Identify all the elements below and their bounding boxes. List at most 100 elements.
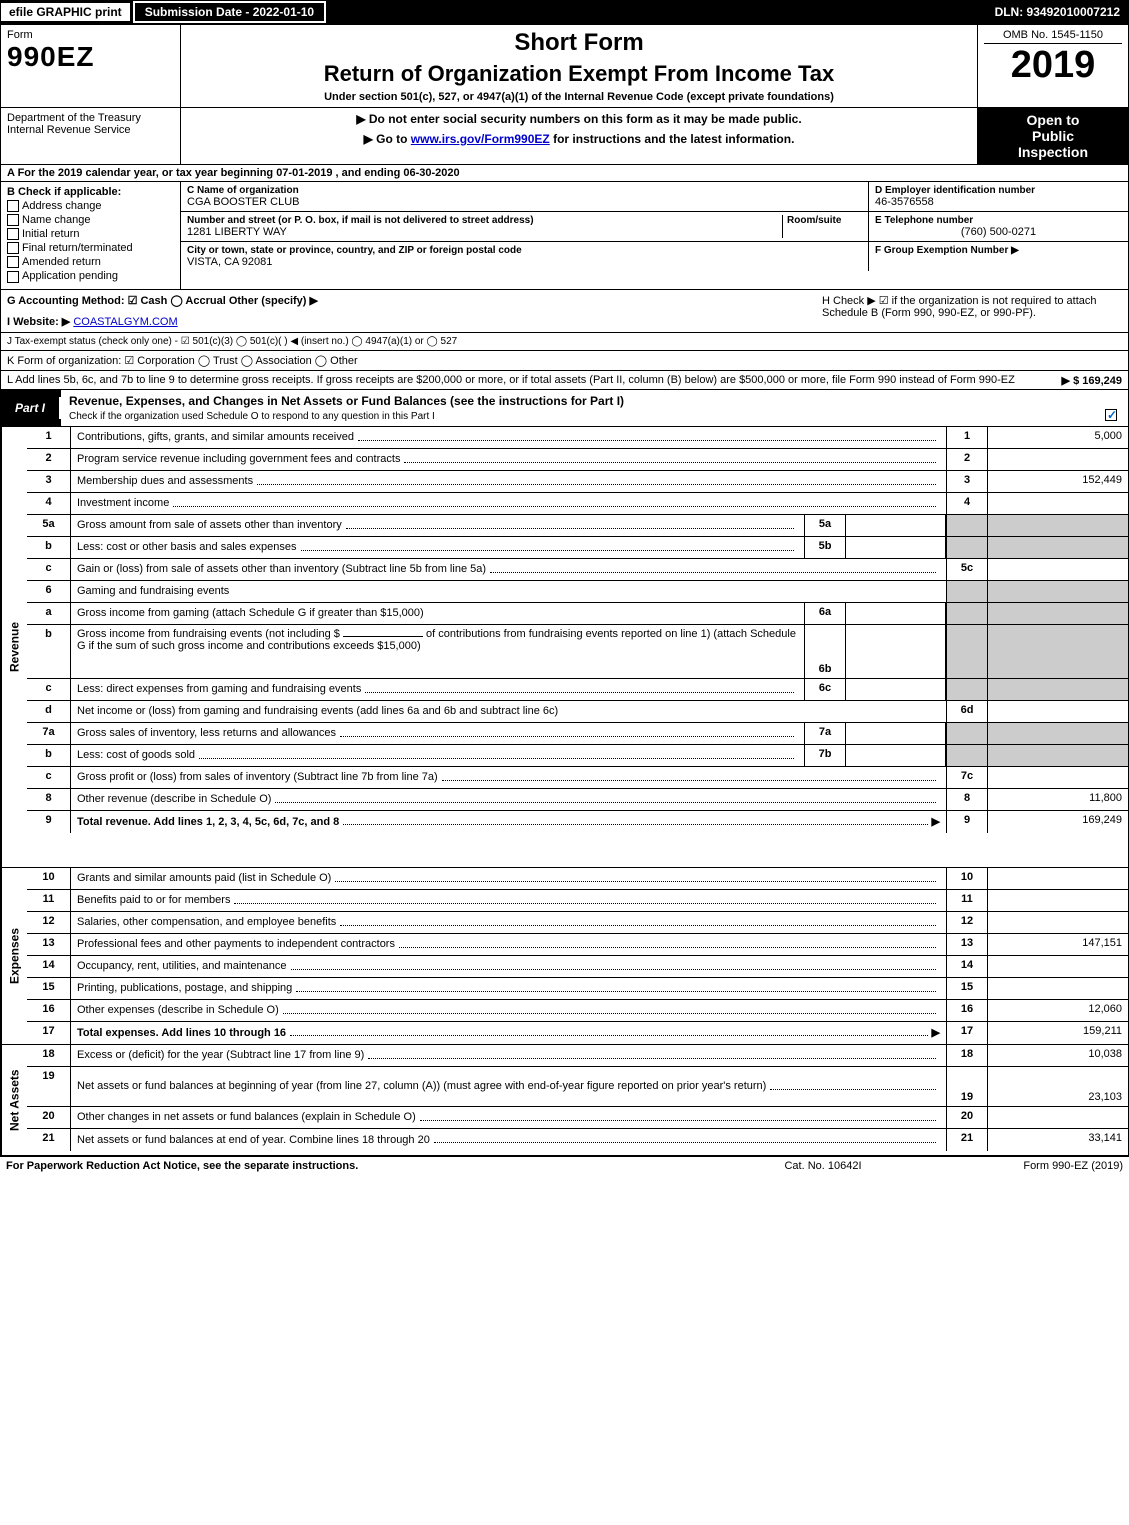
goto-line: ▶ Go to www.irs.gov/Form990EZ for instru… xyxy=(187,132,971,146)
section-h: H Check ▶ ☑ if the organization is not r… xyxy=(822,294,1122,328)
col-b-head: B Check if applicable: xyxy=(7,186,174,198)
check-application-pending[interactable]: Application pending xyxy=(7,270,174,282)
row-15: 15Printing, publications, postage, and s… xyxy=(27,978,1128,1000)
value-6d xyxy=(988,701,1128,722)
form-header: Form 990EZ Short Form Return of Organiza… xyxy=(0,24,1129,108)
row-7a: 7aGross sales of inventory, less returns… xyxy=(27,723,1128,745)
value-18: 10,038 xyxy=(988,1045,1128,1066)
top-bar: efile GRAPHIC print Submission Date - 20… xyxy=(0,0,1129,24)
line-a: A For the 2019 calendar year, or tax yea… xyxy=(0,165,1129,182)
value-12 xyxy=(988,912,1128,933)
form-label: Form xyxy=(7,29,174,41)
f-group-label: F Group Exemption Number ▶ xyxy=(875,245,1122,256)
row-6: 6Gaming and fundraising events xyxy=(27,581,1128,603)
expenses-side-label: Expenses xyxy=(1,868,27,1044)
accounting-method: G Accounting Method: ☑ Cash ◯ Accrual Ot… xyxy=(7,294,822,307)
row-7b: bLess: cost of goods sold7b xyxy=(27,745,1128,767)
value-7c xyxy=(988,767,1128,788)
part-1-tab: Part I xyxy=(1,397,61,419)
value-13: 147,151 xyxy=(988,934,1128,955)
part-1-header: Part I Revenue, Expenses, and Changes in… xyxy=(0,390,1129,427)
c-name-label: C Name of organization xyxy=(187,185,862,196)
efile-label[interactable]: efile GRAPHIC print xyxy=(1,3,132,21)
part-1-grid: Revenue 1Contributions, gifts, grants, a… xyxy=(0,427,1129,1156)
tax-year: 2019 xyxy=(984,44,1122,87)
section-k: K Form of organization: ☑ Corporation ◯ … xyxy=(0,351,1129,371)
form-number: 990EZ xyxy=(7,41,174,73)
d-ein-label: D Employer identification number xyxy=(875,185,1122,196)
value-9: 169,249 xyxy=(988,811,1128,833)
under-section: Under section 501(c), 527, or 4947(a)(1)… xyxy=(187,91,971,103)
department: Department of the Treasury Internal Reve… xyxy=(1,108,181,164)
row-6b: bGross income from fundraising events (n… xyxy=(27,625,1128,679)
row-14: 14Occupancy, rent, utilities, and mainte… xyxy=(27,956,1128,978)
room-label: Room/suite xyxy=(787,215,862,226)
ssn-warning: ▶ Do not enter social security numbers o… xyxy=(187,112,971,126)
row-9: 9Total revenue. Add lines 1, 2, 3, 4, 5c… xyxy=(27,811,1128,833)
value-20 xyxy=(988,1107,1128,1128)
row-1: 1Contributions, gifts, grants, and simil… xyxy=(27,427,1128,449)
row-6c: cLess: direct expenses from gaming and f… xyxy=(27,679,1128,701)
header-row-2: Department of the Treasury Internal Reve… xyxy=(0,108,1129,165)
check-final-return[interactable]: Final return/terminated xyxy=(7,242,174,254)
city-label: City or town, state or province, country… xyxy=(187,245,862,256)
e-phone-label: E Telephone number xyxy=(875,215,1122,226)
website-link[interactable]: COASTALGYM.COM xyxy=(73,316,177,328)
row-21: 21Net assets or fund balances at end of … xyxy=(27,1129,1128,1151)
check-amended-return[interactable]: Amended return xyxy=(7,256,174,268)
row-16: 16Other expenses (describe in Schedule O… xyxy=(27,1000,1128,1022)
section-gh: G Accounting Method: ☑ Cash ◯ Accrual Ot… xyxy=(0,290,1129,333)
row-13: 13Professional fees and other payments t… xyxy=(27,934,1128,956)
net-assets-side-label: Net Assets xyxy=(1,1045,27,1155)
form-subtitle: Return of Organization Exempt From Incom… xyxy=(187,61,971,87)
row-6d: dNet income or (loss) from gaming and fu… xyxy=(27,701,1128,723)
value-1: 5,000 xyxy=(988,427,1128,448)
row-5a: 5aGross amount from sale of assets other… xyxy=(27,515,1128,537)
gross-receipts: ▶ $ 169,249 xyxy=(1062,374,1122,387)
row-7c: cGross profit or (loss) from sales of in… xyxy=(27,767,1128,789)
value-16: 12,060 xyxy=(988,1000,1128,1021)
value-11 xyxy=(988,890,1128,911)
value-4 xyxy=(988,493,1128,514)
row-4: 4Investment income4 xyxy=(27,493,1128,515)
value-10 xyxy=(988,868,1128,889)
submission-date: Submission Date - 2022-01-10 xyxy=(133,1,326,23)
irs-link[interactable]: www.irs.gov/Form990EZ xyxy=(411,132,550,146)
website-label: I Website: ▶ xyxy=(7,316,70,328)
part-1-title: Revenue, Expenses, and Changes in Net As… xyxy=(61,390,1128,426)
section-bcd: B Check if applicable: Address change Na… xyxy=(0,182,1129,290)
phone: (760) 500-0271 xyxy=(875,226,1122,238)
row-20: 20Other changes in net assets or fund ba… xyxy=(27,1107,1128,1129)
ein: 46-3576558 xyxy=(875,196,1122,208)
org-name: CGA BOOSTER CLUB xyxy=(187,196,862,208)
omb-number: OMB No. 1545-1150 xyxy=(984,29,1122,44)
value-17: 159,211 xyxy=(988,1022,1128,1044)
row-5b: bLess: cost or other basis and sales exp… xyxy=(27,537,1128,559)
value-5c xyxy=(988,559,1128,580)
check-name-change[interactable]: Name change xyxy=(7,214,174,226)
paperwork-notice: For Paperwork Reduction Act Notice, see … xyxy=(6,1160,723,1172)
city-state-zip: VISTA, CA 92081 xyxy=(187,256,862,268)
revenue-side-label: Revenue xyxy=(1,427,27,867)
row-8: 8Other revenue (describe in Schedule O)8… xyxy=(27,789,1128,811)
check-address-change[interactable]: Address change xyxy=(7,200,174,212)
schedule-o-checkbox[interactable] xyxy=(1105,409,1117,421)
check-initial-return[interactable]: Initial return xyxy=(7,228,174,240)
open-to-public: Open to Public Inspection xyxy=(978,108,1128,164)
form-version: Form 990-EZ (2019) xyxy=(923,1160,1123,1172)
cat-number: Cat. No. 10642I xyxy=(723,1160,923,1172)
section-l: L Add lines 5b, 6c, and 7b to line 9 to … xyxy=(0,371,1129,390)
row-2: 2Program service revenue including gover… xyxy=(27,449,1128,471)
row-17: 17Total expenses. Add lines 10 through 1… xyxy=(27,1022,1128,1044)
addr-label: Number and street (or P. O. box, if mail… xyxy=(187,215,782,226)
value-2 xyxy=(988,449,1128,470)
value-8: 11,800 xyxy=(988,789,1128,810)
row-19: 19Net assets or fund balances at beginni… xyxy=(27,1067,1128,1107)
row-3: 3Membership dues and assessments3152,449 xyxy=(27,471,1128,493)
row-11: 11Benefits paid to or for members11 xyxy=(27,890,1128,912)
form-title: Short Form xyxy=(187,29,971,57)
row-6a: aGross income from gaming (attach Schedu… xyxy=(27,603,1128,625)
column-c: C Name of organization CGA BOOSTER CLUB … xyxy=(181,182,1128,289)
row-12: 12Salaries, other compensation, and empl… xyxy=(27,912,1128,934)
instructions: ▶ Do not enter social security numbers o… xyxy=(181,108,978,164)
